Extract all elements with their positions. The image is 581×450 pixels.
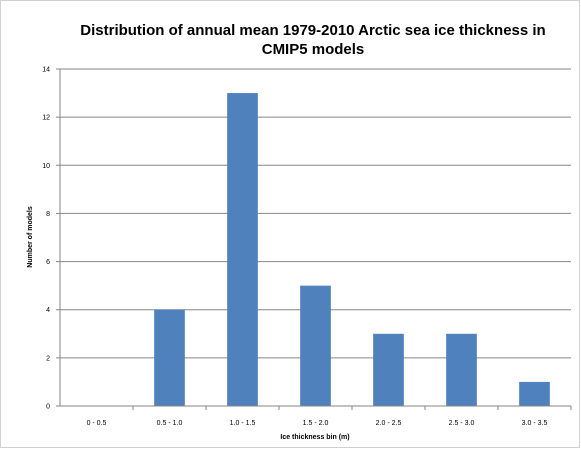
x-tick-label: 2.0 - 2.5 [376,420,402,427]
y-tick-label: 14 [42,67,50,74]
y-tick-label: 6 [46,259,50,266]
y-tick-labels: 0 2 4 6 8 10 12 14 [42,67,60,411]
x-axis-label: Ice thickness bin (m) [280,434,349,441]
y-tick-label: 12 [42,115,50,122]
bar-1 [154,310,185,406]
y-tick-label: 4 [46,307,50,314]
x-tick-label: 3.0 - 3.5 [522,420,548,427]
chart-title-line-2: CMIP5 models [262,41,365,58]
chart-title-line-1: Distribution of annual mean 1979-2010 Ar… [80,22,545,39]
bar-3 [300,286,331,406]
bar-4 [373,334,404,406]
x-tick-label: 2.5 - 3.0 [449,420,475,427]
x-tick-labels: 0 - 0.5 0.5 - 1.0 1.0 - 1.5 1.5 - 2.0 2.0 - … [87,406,571,427]
bar-6 [519,382,550,406]
x-tick-label: 1.5 - 2.0 [303,420,329,427]
x-tick-label: 1.0 - 1.5 [230,420,256,427]
y-tick-label: 2 [46,355,50,362]
y-tick-label: 10 [42,163,50,170]
bars [154,93,550,406]
bar-5 [446,334,477,406]
x-tick-label: 0.5 - 1.0 [157,420,183,427]
y-axis-label: Number of models [27,206,34,268]
bar-2 [227,93,258,406]
x-tick-label: 0 - 0.5 [87,420,107,427]
y-tick-label: 8 [46,211,50,218]
y-tick-label: 0 [46,404,50,411]
